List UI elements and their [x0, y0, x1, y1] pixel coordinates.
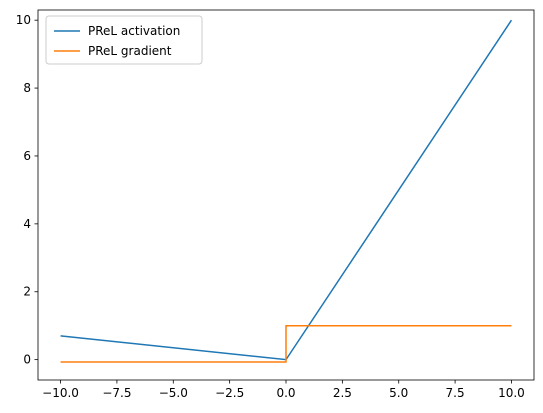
- y-tick-label: 8: [23, 81, 31, 95]
- legend-label: PReL activation: [88, 24, 180, 38]
- x-tick-label: 10.0: [498, 386, 525, 400]
- x-tick-label: −7.5: [102, 386, 131, 400]
- x-tick-label: 2.5: [333, 386, 352, 400]
- x-tick-label: 0.0: [276, 386, 295, 400]
- y-tick-label: 2: [23, 285, 31, 299]
- x-tick-label: −2.5: [215, 386, 244, 400]
- x-tick-label: −5.0: [159, 386, 188, 400]
- series-line-2: [60, 324, 512, 363]
- y-tick-label: 0: [23, 353, 31, 367]
- legend: PReL activation PReL gradient: [45, 15, 203, 65]
- x-tick-label: 5.0: [389, 386, 408, 400]
- y-tick-label: 10: [16, 13, 31, 27]
- legend-frame: [45, 15, 203, 65]
- y-tick-label: 4: [23, 217, 31, 231]
- legend-label: PReL gradient: [88, 44, 172, 58]
- y-axis: 0 2 4 6 8 10: [16, 13, 38, 367]
- plot-area: [38, 10, 534, 380]
- x-tick-label: −10.0: [42, 386, 79, 400]
- x-tick-label: 7.5: [446, 386, 465, 400]
- series-lines: [60, 19, 513, 363]
- x-axis: −10.0 −7.5 −5.0 −2.5 0.0 2.5 5.0 7.5 10.0: [42, 380, 525, 400]
- y-tick-label: 6: [23, 149, 31, 163]
